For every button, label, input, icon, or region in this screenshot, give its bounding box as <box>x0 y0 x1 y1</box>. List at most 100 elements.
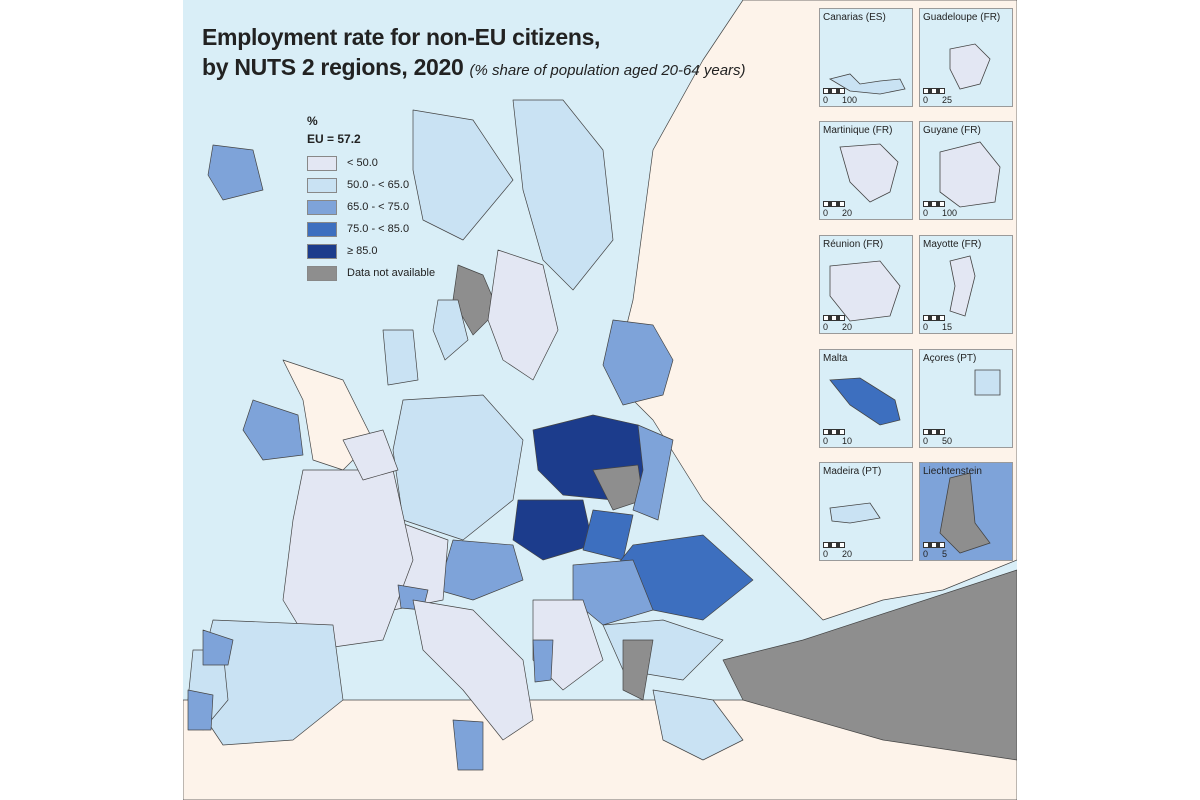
region-algarve[interactable] <box>187 689 214 731</box>
inset-map[interactable]: Açores (PT) 0 50 <box>919 349 1013 448</box>
scale-zero-label: 0 <box>823 436 829 446</box>
inset-map[interactable]: Malta 0 10 <box>819 349 913 448</box>
inset-region <box>939 141 1001 208</box>
inset-shape <box>939 472 991 554</box>
inset-shape <box>839 143 899 203</box>
map-subtitle: (% share of population aged 20-64 years) <box>469 62 746 79</box>
inset-label: Réunion (FR) <box>823 239 884 250</box>
inset-map[interactable]: Guadeloupe (FR) 0 25 <box>919 8 1013 107</box>
scale-bar <box>923 429 945 435</box>
scale-bar <box>823 88 845 94</box>
inset-label: Malta <box>823 353 848 364</box>
legend-item: 50.0 - < 65.0 <box>307 174 435 196</box>
inset-map[interactable]: Martinique (FR) 0 20 <box>819 121 913 220</box>
region-baltics[interactable] <box>602 319 674 406</box>
scale-max-label: 25 <box>942 95 953 105</box>
legend-swatch <box>307 221 337 237</box>
turkey-region[interactable] <box>722 569 1017 761</box>
region-austria-bavaria[interactable] <box>437 539 524 601</box>
legend-label: 75.0 - < 85.0 <box>347 223 410 235</box>
region-germany[interactable] <box>392 394 524 541</box>
region-norway-oslo[interactable] <box>452 264 499 336</box>
inset-shape <box>939 141 1001 208</box>
non-eu-landmass[interactable] <box>612 0 1017 621</box>
region-france[interactable] <box>282 469 414 651</box>
scale-zero-label: 0 <box>823 322 829 332</box>
scale-bar <box>823 201 845 207</box>
inset-region <box>828 73 906 95</box>
inset-region <box>829 377 901 426</box>
legend-swatch <box>307 199 337 215</box>
inset-map[interactable]: Liechtenstein 0 5 <box>919 462 1013 561</box>
region-finland[interactable] <box>512 99 614 291</box>
region-norway-sweden-north[interactable] <box>412 109 514 241</box>
region-bulgaria[interactable] <box>602 619 724 681</box>
scale-bar <box>823 542 845 548</box>
scale-bar <box>823 315 845 321</box>
legend-label: Data not available <box>347 267 436 279</box>
region-czechia[interactable] <box>512 499 594 561</box>
scale-zero-label: 0 <box>923 208 929 218</box>
inset-shape <box>949 43 991 90</box>
scale-zero-label: 0 <box>823 549 829 559</box>
scale-zero-label: 0 <box>923 95 929 105</box>
region-montenegro[interactable] <box>532 639 554 683</box>
legend-swatch <box>307 265 337 281</box>
map-legend: % EU = 57.2 < 50.0 50.0 - < 65.0 65.0 - … <box>307 114 435 284</box>
legend-item: ≥ 85.0 <box>307 240 435 262</box>
scale-max-label: 5 <box>942 549 948 559</box>
region-slovakia[interactable] <box>582 509 634 561</box>
legend-swatch <box>307 177 337 193</box>
scale-zero-label: 0 <box>923 322 929 332</box>
inset-shape <box>828 73 906 95</box>
region-norway-west[interactable] <box>432 299 469 361</box>
legend-eu-average: EU = 57.2 <box>307 132 361 146</box>
region-poland-east[interactable] <box>632 424 674 521</box>
legend-unit: % <box>307 114 318 128</box>
inset-label: Martinique (FR) <box>823 125 893 136</box>
region-sweden-south[interactable] <box>487 249 559 381</box>
inset-region <box>949 255 976 317</box>
scale-max-label: 20 <box>842 322 853 332</box>
inset-region <box>949 43 991 90</box>
inset-map[interactable]: Guyane (FR) 0 100 <box>919 121 1013 220</box>
inset-map[interactable]: Canarias (ES) 0 100 <box>819 8 913 107</box>
region-italy[interactable] <box>412 599 534 741</box>
inset-shape <box>829 377 901 426</box>
inset-map[interactable]: Mayotte (FR) 0 15 <box>919 235 1013 334</box>
north-africa[interactable] <box>183 699 1017 800</box>
region-iceland[interactable] <box>207 144 264 201</box>
scale-max-label: 20 <box>842 208 853 218</box>
region-hungary[interactable] <box>572 559 654 626</box>
region-albania[interactable] <box>622 639 654 701</box>
inset-label: Açores (PT) <box>923 353 977 364</box>
inset-map[interactable]: Réunion (FR) 0 20 <box>819 235 913 334</box>
scale-max-label: 100 <box>942 208 958 218</box>
inset-label: Mayotte (FR) <box>923 239 982 250</box>
region-ireland[interactable] <box>242 399 304 461</box>
legend-label: 50.0 - < 65.0 <box>347 179 410 191</box>
inset-label: Canarias (ES) <box>823 12 886 23</box>
title-line-1: Employment rate for non-EU citizens, <box>202 24 601 50</box>
region-denmark[interactable] <box>382 329 419 386</box>
scale-bar <box>923 542 945 548</box>
inset-region <box>829 502 881 524</box>
inset-shape <box>949 255 976 317</box>
scale-bar <box>923 88 945 94</box>
region-greece[interactable] <box>652 689 744 761</box>
scale-zero-label: 0 <box>823 208 829 218</box>
region-benelux[interactable] <box>342 429 399 481</box>
inset-map[interactable]: Madeira (PT) 0 20 <box>819 462 913 561</box>
region-portugal-north[interactable] <box>202 629 234 666</box>
scale-max-label: 100 <box>842 95 858 105</box>
title-line-2: by NUTS 2 regions, 2020 <box>202 54 464 80</box>
legend-swatch <box>307 155 337 171</box>
scale-max-label: 50 <box>942 436 953 446</box>
inset-label: Madeira (PT) <box>823 466 882 477</box>
region-sardinia[interactable] <box>452 719 484 771</box>
scale-zero-label: 0 <box>923 436 929 446</box>
legend-swatch <box>307 243 337 259</box>
legend-label: < 50.0 <box>347 157 378 169</box>
legend-label: 65.0 - < 75.0 <box>347 201 410 213</box>
legend-item: Data not available <box>307 262 435 284</box>
